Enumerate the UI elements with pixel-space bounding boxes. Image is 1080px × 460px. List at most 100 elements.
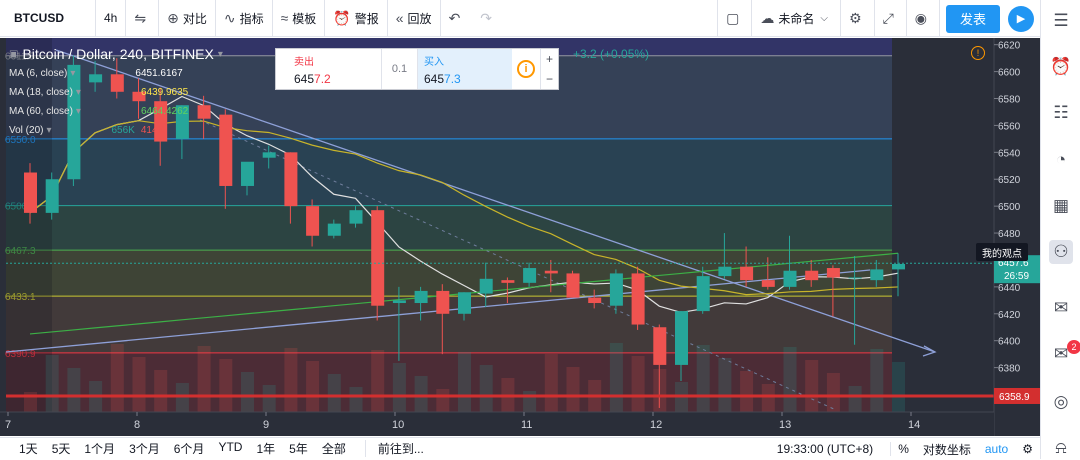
time-tick-label: 9 bbox=[263, 419, 269, 431]
candle-body bbox=[848, 277, 862, 279]
chevron-down-icon: ⌵ bbox=[820, 13, 828, 24]
bottom-right: 19:33:00 (UTC+8) % 对数坐标 auto ⚙ bbox=[770, 438, 1040, 460]
volume-bar bbox=[740, 371, 754, 412]
fib-zone-bottom bbox=[6, 395, 892, 412]
templates-button[interactable]: ≈ 模板 bbox=[273, 0, 326, 37]
messages-icon[interactable]: ✉ bbox=[1053, 344, 1069, 363]
fib-level-label: 6550.0 bbox=[5, 135, 36, 146]
candle-body bbox=[241, 161, 254, 186]
volume-bar bbox=[197, 346, 211, 412]
chat-icon[interactable]: ✉ bbox=[1053, 298, 1069, 317]
candle-body bbox=[805, 270, 819, 281]
sell-button[interactable]: 卖出 6457.2 bbox=[276, 49, 382, 89]
fullscreen-button[interactable]: ⤢ bbox=[875, 0, 907, 37]
percent-toggle[interactable]: % bbox=[890, 442, 916, 456]
candle-body bbox=[761, 280, 775, 287]
data-window-icon[interactable]: ☷ bbox=[1053, 103, 1069, 122]
fullscreen-layout-button[interactable]: ▢ bbox=[717, 0, 753, 37]
info-button[interactable]: i bbox=[512, 49, 540, 89]
legend-dropdown-icon[interactable]: ▾ bbox=[217, 48, 223, 60]
candle-body bbox=[67, 64, 81, 180]
play-button[interactable]: ▶ bbox=[1008, 5, 1034, 32]
vol-value-1: 656K bbox=[111, 125, 135, 136]
replay-button[interactable]: « 回放 bbox=[388, 0, 441, 37]
indicator-icon: ∿ bbox=[223, 9, 236, 26]
undo-button[interactable]: ↶ bbox=[441, 0, 473, 37]
watchlist-icon[interactable]: ☰ bbox=[1053, 11, 1069, 30]
volume-bar bbox=[805, 360, 819, 412]
chart-canvas[interactable]: 6611.8 6550.0 6500.4 6467.3 6433.1 6390.9 6620… bbox=[0, 38, 1040, 436]
time-axis bbox=[0, 412, 994, 436]
compare-button[interactable]: ⊕ 对比 bbox=[159, 0, 216, 37]
replay-label: 回放 bbox=[407, 11, 432, 26]
top-toolbar: BTCUSD 4h ⇋ ⊕ 对比 ∿ 指标 ≈ 模板 ⏰ 警报 « 回放 ↶ ↷… bbox=[0, 0, 1040, 37]
settings-button[interactable]: ⚙ bbox=[841, 0, 875, 37]
clock-display[interactable]: 19:33:00 (UTC+8) bbox=[776, 442, 874, 456]
sell-price: 6457.2 bbox=[294, 72, 373, 86]
warning-icon[interactable]: ! bbox=[971, 46, 985, 60]
time-tick-label: 7 bbox=[5, 419, 11, 431]
publish-button[interactable]: 发表 bbox=[945, 4, 1000, 33]
alarm-clock-icon[interactable]: ⏰ bbox=[1050, 57, 1072, 76]
legend-collapse-icon[interactable]: ▣ bbox=[9, 48, 19, 60]
increase-button[interactable]: + bbox=[545, 52, 553, 66]
legend-ma60[interactable]: MA (60, close) ▾ 6464.4262 bbox=[9, 106, 188, 117]
layout-name-button[interactable]: ☁ 未命名 ⌵ bbox=[752, 0, 841, 37]
notifications-icon[interactable]: ⍾ bbox=[1055, 438, 1067, 457]
ideas-icon[interactable]: ⚇ bbox=[1049, 240, 1073, 264]
candle-body bbox=[262, 152, 276, 158]
symbol-search[interactable]: BTCUSD bbox=[0, 0, 96, 37]
range-button[interactable]: 全部 bbox=[321, 442, 346, 456]
range-button[interactable]: 3个月 bbox=[129, 442, 160, 456]
range-button[interactable]: 5年 bbox=[289, 442, 308, 456]
price-tick-label: 6500 bbox=[998, 202, 1021, 213]
price-tick-label: 6620 bbox=[998, 41, 1021, 52]
volume-bar bbox=[826, 373, 840, 412]
legend-volume[interactable]: Vol (20) ▾ 656K 414K bbox=[9, 125, 164, 136]
legend-ma6[interactable]: MA (6, close) ▾ 6451.6167 bbox=[9, 68, 183, 79]
redo-button[interactable]: ↷ bbox=[472, 0, 504, 37]
candle-body bbox=[414, 290, 428, 304]
snapshot-button[interactable]: ◉ bbox=[907, 0, 940, 37]
volume-bar bbox=[284, 348, 298, 412]
range-button[interactable]: YTD bbox=[218, 440, 243, 454]
candle-body bbox=[566, 273, 580, 298]
calendar-icon[interactable]: ▦ bbox=[1052, 196, 1070, 215]
gear-icon[interactable]: ⚙ bbox=[1022, 442, 1033, 456]
goto-button[interactable]: 前往到... bbox=[364, 440, 431, 457]
range-button[interactable]: 1年 bbox=[256, 442, 276, 456]
hotlist-icon[interactable]: ◔ bbox=[1055, 150, 1067, 169]
trendline-dashed bbox=[199, 119, 837, 411]
bottom-bar: 1天 5天 1个月 3个月 6个月 YTD 1年 5年 全部 前往到... 19:33:00 (… bbox=[0, 437, 1040, 459]
range-button[interactable]: 1天 bbox=[19, 442, 38, 456]
candle-body bbox=[458, 292, 471, 314]
range-button[interactable]: 6个月 bbox=[173, 442, 205, 456]
range-button[interactable]: 5天 bbox=[51, 442, 71, 456]
candle-body bbox=[24, 172, 37, 213]
decrease-button[interactable]: − bbox=[545, 72, 553, 86]
volume-bar bbox=[67, 368, 81, 412]
volume-bar bbox=[718, 358, 732, 412]
my-view-tooltip: 我的观点 bbox=[976, 243, 1028, 261]
alert-button[interactable]: ⏰ 警报 bbox=[325, 0, 388, 37]
time-tick-label: 11 bbox=[521, 419, 532, 431]
volume-bar bbox=[783, 347, 797, 412]
legend-ma18[interactable]: MA (18, close) ▾ 6439.9635 bbox=[9, 87, 188, 98]
range-button[interactable]: 1个月 bbox=[84, 442, 116, 456]
fib-zone bbox=[6, 250, 892, 297]
square-icon: ▢ bbox=[726, 10, 740, 26]
volume-bar bbox=[848, 386, 862, 412]
sell-price-tail: 7.2 bbox=[314, 72, 331, 86]
log-toggle[interactable]: 对数坐标 bbox=[922, 442, 971, 457]
indicators-button[interactable]: ∿ 指标 bbox=[216, 0, 273, 37]
streams-icon[interactable]: ◎ bbox=[1053, 392, 1069, 411]
price-chart[interactable]: 6611.8 6550.0 6500.4 6467.3 6433.1 6390.9 6620… bbox=[0, 38, 1040, 436]
interval-button[interactable]: 4h bbox=[96, 0, 127, 37]
buy-button[interactable]: 买入 6457.3 bbox=[418, 49, 512, 89]
volume-bar bbox=[436, 389, 450, 412]
auto-toggle[interactable]: auto bbox=[984, 442, 1009, 456]
volume-bar bbox=[631, 356, 645, 412]
current-price-label: 6457.6 bbox=[998, 258, 1029, 269]
chart-type-button[interactable]: ⇋ bbox=[126, 0, 160, 37]
